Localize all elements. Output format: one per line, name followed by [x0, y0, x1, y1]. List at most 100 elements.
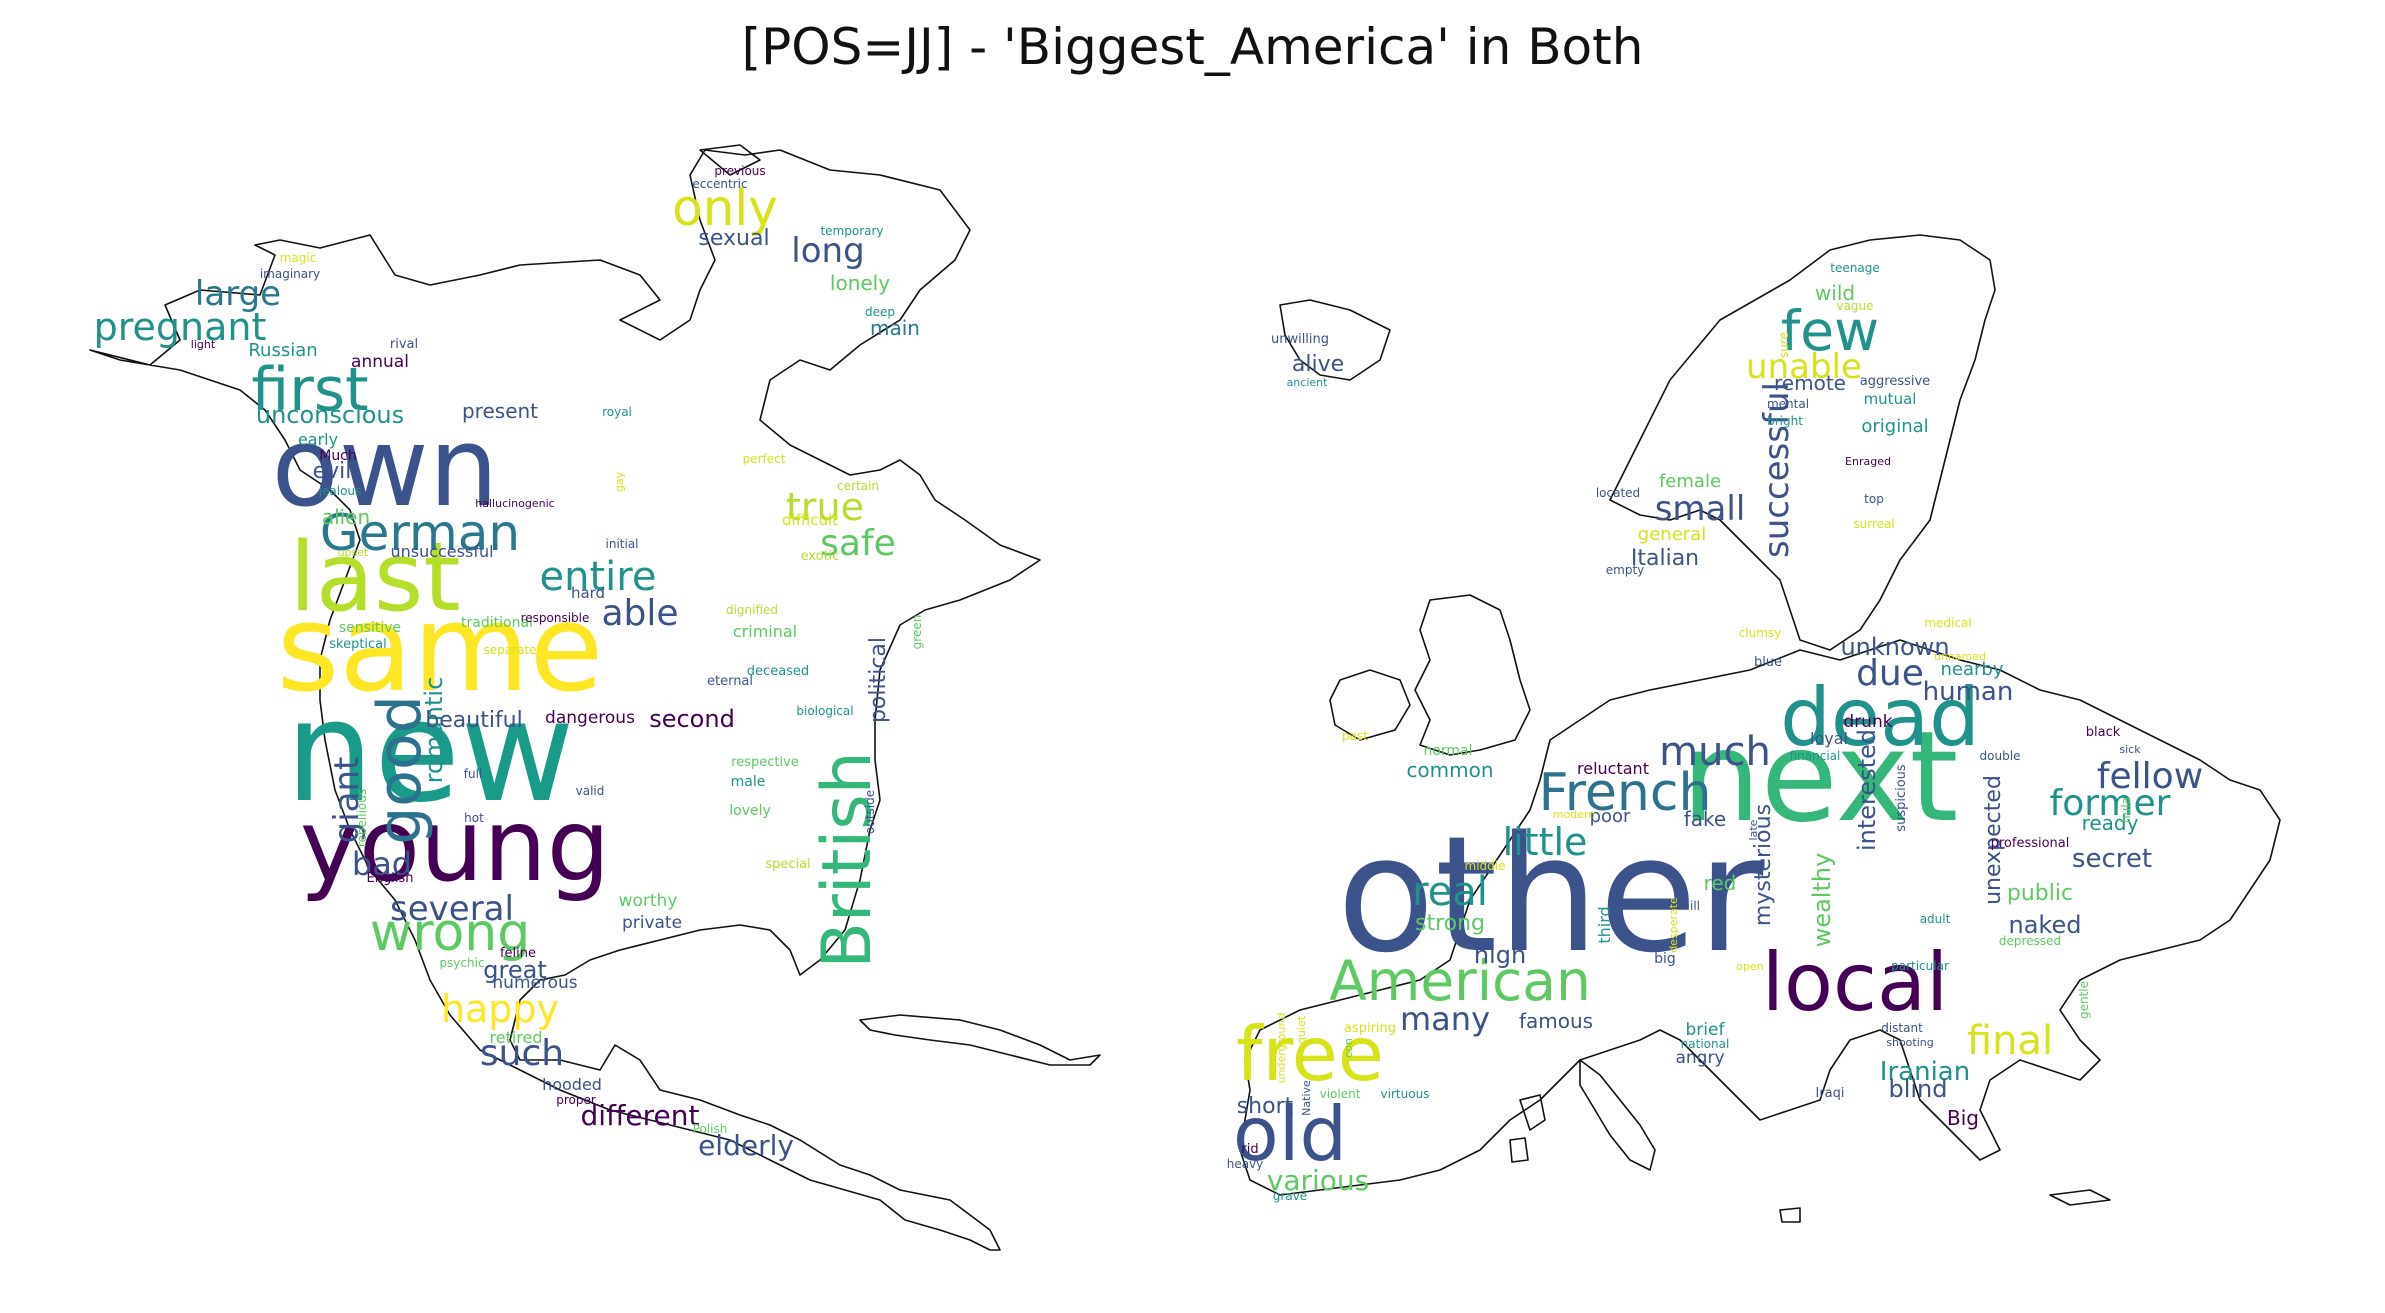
word-middle: middle	[1465, 859, 1506, 873]
word-financial: financial	[1790, 749, 1841, 763]
word-final: final	[1967, 1018, 2053, 1064]
word-other: other	[1337, 801, 1763, 988]
word-dead: dead	[1780, 671, 1980, 764]
word-dignified: dignified	[726, 603, 778, 617]
word-initial: initial	[606, 537, 639, 551]
word-bad: bad	[352, 845, 412, 883]
word-dangerous: dangerous	[545, 708, 635, 728]
word-rebellious: rebellious	[355, 789, 369, 847]
word-ill: ill	[1690, 899, 1700, 913]
word-long: long	[791, 231, 864, 271]
word-happy: happy	[441, 987, 559, 1031]
word-unwilling: unwilling	[1271, 332, 1329, 347]
word-wealthy: wealthy	[1808, 853, 1836, 948]
word-early: early	[298, 430, 338, 449]
word-con: con	[1342, 1038, 1355, 1058]
word-previous: previous	[714, 164, 765, 178]
word-professional: professional	[1991, 836, 2070, 851]
word-traditional: traditional	[461, 615, 533, 631]
word-original: original	[1861, 416, 1928, 437]
word-common: common	[1406, 758, 1493, 782]
word-unconscious: unconscious	[256, 401, 404, 429]
word-sure: sure	[1777, 332, 1791, 358]
word-depressed: depressed	[1999, 934, 2061, 948]
word-able: able	[601, 593, 678, 634]
word-german: German	[320, 504, 520, 562]
word-same: same	[277, 580, 604, 719]
word-unexpected: unexpected	[1981, 775, 2006, 905]
word-famous: famous	[1519, 1009, 1593, 1033]
word-blue: blue	[1754, 655, 1782, 670]
word-first: first	[251, 355, 368, 425]
word-loyal: loyal	[1810, 729, 1848, 748]
wordcloud-europe: othernextdeadlocalfreeoldAmericanFrenchf…	[1227, 261, 2203, 1203]
word-teenage: teenage	[1830, 261, 1879, 275]
word-mental: mental	[1767, 397, 1809, 411]
word-criminal: criminal	[733, 622, 797, 641]
word-deceased: deceased	[747, 664, 809, 679]
word-grave: grave	[1273, 1189, 1307, 1203]
word-sexual: sexual	[698, 226, 769, 251]
word-located: located	[1596, 486, 1640, 500]
word-unknown: unknown	[1840, 633, 1949, 661]
word-italian: Italian	[1631, 546, 1699, 571]
word-real: real	[1412, 869, 1488, 915]
word-much: much	[1659, 729, 1771, 775]
word-due: due	[1856, 653, 1924, 694]
word-eternal: eternal	[707, 674, 753, 689]
word-perfect: perfect	[743, 452, 786, 466]
word-old: old	[1233, 1090, 1347, 1178]
word-rival: rival	[390, 337, 418, 352]
word-new: new	[285, 671, 574, 834]
word-remote: remote	[1774, 371, 1846, 395]
word-desperate: desperate	[1667, 897, 1680, 953]
word-english: English	[367, 871, 414, 886]
word-gentle: gentle	[2077, 981, 2091, 1019]
word-french: French	[1539, 763, 1712, 823]
word-lonely: lonely	[830, 271, 890, 295]
word-fake: fake	[1684, 807, 1726, 831]
word-successful: successful	[1757, 382, 1797, 558]
word-unsuccessful: unsuccessful	[390, 542, 493, 561]
word-separate: separate	[484, 643, 537, 657]
word-gay: gay	[613, 471, 626, 492]
word-ancient: ancient	[1287, 376, 1329, 389]
word-unable: unable	[1746, 347, 1862, 387]
word-mysterious: mysterious	[1751, 804, 1776, 926]
word-jealous: jealous	[318, 484, 362, 498]
word-vague: vague	[1836, 299, 1873, 313]
word-numerous: numerous	[492, 973, 577, 993]
word-little: little	[1503, 820, 1588, 864]
word-top: top	[1864, 492, 1884, 506]
word-past: past	[1342, 729, 1368, 743]
word-alien: alien	[322, 505, 370, 529]
word-wrong: wrong	[370, 903, 531, 963]
word-normal: normal	[1423, 743, 1472, 759]
word-fellow: fellow	[2097, 756, 2203, 797]
word-great: great	[483, 956, 546, 984]
word-strong: strong	[1415, 911, 1485, 936]
word-biological: biological	[796, 704, 853, 718]
word-shooting: shooting	[1886, 1036, 1934, 1049]
word-lovely: lovely	[729, 803, 771, 819]
word-entire: entire	[540, 554, 657, 600]
word-respective: respective	[731, 755, 799, 770]
word-british: British	[808, 751, 887, 969]
word-mutual: mutual	[1864, 390, 1917, 408]
word-general: general	[1638, 524, 1706, 545]
word-female: female	[1659, 471, 1721, 492]
word-local: local	[1762, 936, 1948, 1029]
word-blind: blind	[1888, 1075, 1947, 1103]
word-various: various	[1267, 1164, 1369, 1197]
word-iraqi: Iraqi	[1815, 1086, 1844, 1101]
word-responsible: responsible	[521, 611, 590, 625]
word-short: short	[1237, 1094, 1294, 1119]
word-retired: retired	[489, 1028, 542, 1047]
word-large: large	[195, 274, 281, 314]
word-poor: poor	[1590, 806, 1631, 827]
word-nearby: nearby	[1941, 659, 2004, 680]
word-exotic: exotic	[801, 549, 840, 564]
word-iranian: Iranian	[1880, 1057, 1970, 1087]
word-hula: hula	[2119, 797, 2133, 823]
word-national: national	[1681, 1037, 1730, 1051]
